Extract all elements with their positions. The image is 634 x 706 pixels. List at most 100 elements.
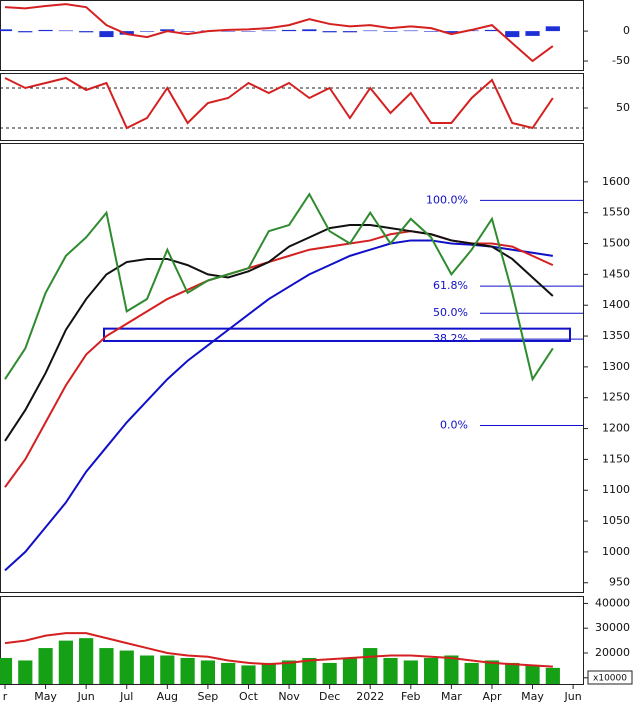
x-tick-label: Aug — [157, 690, 178, 703]
y-tick-label: 30000 — [595, 621, 630, 634]
y-tick-label: 1150 — [602, 452, 630, 465]
fib-label: 100.0% — [426, 193, 468, 206]
bar — [505, 31, 520, 38]
bar — [363, 648, 378, 684]
y-tick-label: 1400 — [602, 298, 630, 311]
bar — [38, 648, 53, 684]
y-tick-label: 0 — [623, 24, 630, 37]
y-tick-label: 1000 — [602, 545, 630, 558]
bar — [180, 31, 195, 32]
zone — [103, 327, 571, 342]
bar — [79, 31, 94, 33]
x-tick-label: Jul — [119, 690, 133, 703]
bar — [302, 29, 317, 32]
bar — [423, 657, 439, 684]
y-tick-label: 50 — [616, 101, 630, 114]
panel-frame — [0, 0, 584, 71]
bar — [0, 29, 13, 32]
y-tick-label: 1550 — [602, 206, 630, 219]
bar — [38, 29, 53, 32]
bar — [18, 660, 33, 684]
series-line — [4, 3, 554, 63]
bar — [383, 657, 398, 684]
bar — [99, 648, 114, 684]
fib-label: 61.8% — [433, 279, 468, 292]
fib-label: 38.2% — [433, 332, 468, 345]
series-line — [4, 632, 553, 668]
bar — [444, 655, 459, 684]
bar — [302, 657, 317, 684]
y-tick-label: 1450 — [602, 267, 630, 280]
series-line — [4, 224, 554, 442]
fib-label: 50.0% — [433, 306, 468, 319]
x-tick-label: r — [3, 690, 8, 703]
x-tick-label: 2022 — [356, 690, 384, 703]
y-tick-label: 40000 — [595, 596, 630, 609]
y-tick-label: 1250 — [602, 391, 630, 404]
panel-frame — [0, 73, 584, 141]
bar — [403, 30, 418, 32]
bar — [221, 662, 236, 684]
series-line — [4, 192, 554, 382]
bar — [119, 650, 134, 684]
x-tick-label: Feb — [401, 690, 420, 703]
bar — [545, 667, 560, 684]
bar — [221, 31, 236, 32]
bar — [403, 660, 418, 684]
bar — [18, 31, 33, 33]
bar — [342, 31, 358, 33]
bar — [119, 31, 134, 35]
bar — [484, 660, 500, 684]
x-tick-label: Sep — [198, 690, 219, 703]
x-tick-label: Oct — [239, 690, 259, 703]
bar — [444, 31, 459, 33]
y-tick-label: 20000 — [595, 646, 630, 659]
bar — [139, 655, 155, 684]
y-tick-label: 950 — [609, 576, 630, 589]
bar — [464, 662, 479, 684]
bar — [525, 665, 540, 684]
bar — [241, 665, 256, 684]
y-tick-label: 1200 — [602, 422, 630, 435]
x-tick-label: Apr — [482, 690, 502, 703]
x-tick-label: Nov — [278, 690, 300, 703]
x-tick-label: Jun — [77, 690, 95, 703]
bar — [281, 29, 297, 32]
bar — [200, 660, 216, 684]
series-line — [4, 76, 554, 130]
bar — [281, 660, 297, 684]
y-tick-label: 1350 — [602, 329, 630, 342]
unit-box — [587, 670, 633, 685]
y-tick-label: 1500 — [602, 237, 630, 250]
x-tick-label: Jun — [564, 690, 582, 703]
bar — [99, 31, 114, 38]
panel-frame — [0, 143, 584, 593]
bar — [363, 30, 378, 32]
y-tick-label: 1050 — [602, 514, 630, 527]
bar — [139, 31, 155, 32]
x-tick-label: May — [34, 690, 57, 703]
bar — [545, 26, 560, 32]
bar — [342, 657, 358, 684]
bar — [79, 638, 94, 684]
fib-label: 0.0% — [440, 418, 468, 431]
series-line — [4, 239, 553, 572]
x-tick-label: Mar — [441, 690, 462, 703]
bar — [180, 657, 195, 684]
bar — [58, 640, 73, 684]
unit-label: x10000 — [593, 674, 627, 684]
bar — [484, 29, 500, 32]
x-tick-label: May — [521, 690, 544, 703]
x-tick-label: Dec — [319, 690, 340, 703]
bar — [241, 31, 256, 32]
bar — [261, 662, 276, 684]
bar — [58, 30, 73, 32]
y-tick-label: 1300 — [602, 360, 630, 373]
bar — [505, 662, 520, 684]
bar — [525, 31, 540, 36]
bar — [322, 31, 337, 33]
bar — [322, 662, 337, 684]
bar — [261, 30, 276, 32]
bar — [0, 657, 13, 684]
